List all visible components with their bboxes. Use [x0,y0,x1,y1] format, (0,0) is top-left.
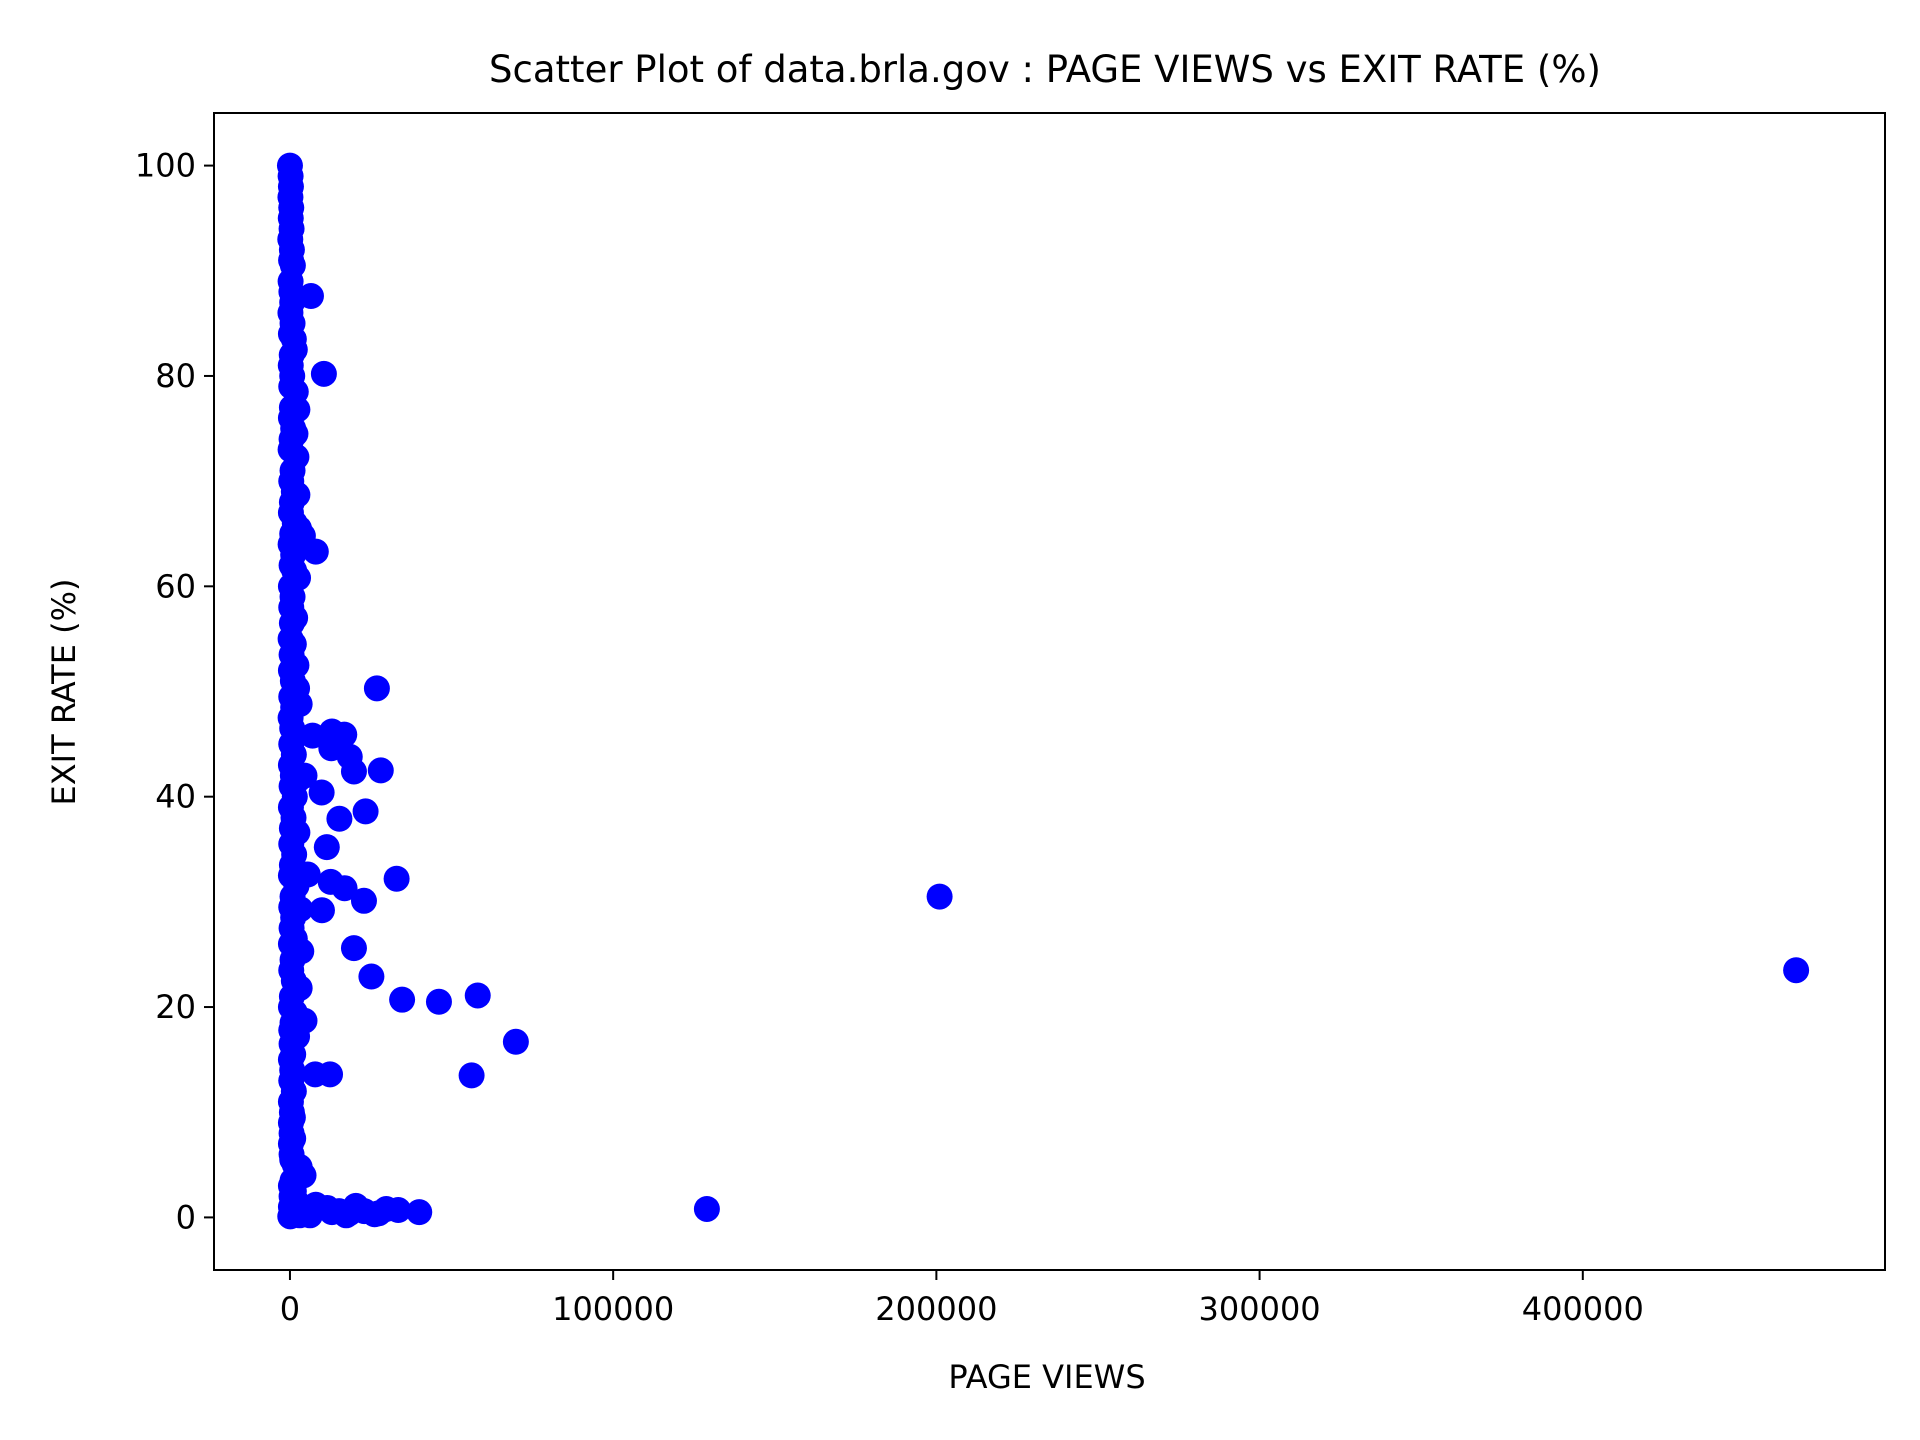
x-tick-label: 400000 [1522,1290,1644,1328]
x-tick-label: 100000 [552,1290,674,1328]
data-point [1783,957,1810,984]
data-point [313,834,340,861]
data-point [294,861,321,888]
x-tick-label: 300000 [1199,1290,1321,1328]
plot-frame [213,112,1886,1271]
data-point [425,988,452,1015]
data-point [317,1061,344,1088]
data-point [502,1028,529,1055]
data-point [352,798,379,825]
data-point [326,805,353,832]
data-point [333,1202,360,1229]
data-point [385,1197,412,1224]
data-point [383,865,410,892]
data-point [299,722,326,749]
data-point [340,935,367,962]
data-point [350,887,377,914]
data-point [367,757,394,784]
data-point [406,1199,433,1226]
data-point [464,982,491,1009]
x-axis-ticks: 0 100000 200000 300000 400000 [280,1270,1644,1328]
y-tick-label: 80 [155,357,196,395]
y-axis-ticks: 0 20 40 60 80 100 [135,147,214,1236]
y-tick-label: 60 [155,567,196,605]
x-axis-label: PAGE VIEWS [948,1358,1145,1396]
x-tick-label: 0 [280,1290,300,1328]
data-point [340,758,367,785]
y-tick-label: 100 [135,147,196,185]
x-tick-label: 200000 [875,1290,997,1328]
data-point [308,897,335,924]
y-tick-label: 20 [155,988,196,1026]
data-point [358,963,385,990]
data-point [361,1201,388,1228]
data-point [296,1202,323,1229]
data-point [297,283,324,310]
data-point [308,779,335,806]
data-point [926,883,953,910]
y-tick-label: 40 [155,778,196,816]
data-point [363,675,390,702]
y-tick-label: 0 [176,1198,196,1236]
data-point [458,1062,485,1089]
points-layer [276,152,1810,1230]
data-point [331,875,358,902]
data-point [302,538,329,565]
y-axis-label: EXIT RATE (%) [45,579,83,806]
chart-title: Scatter Plot of data.brla.gov : PAGE VIE… [489,48,1601,91]
data-point [693,1195,720,1222]
data-point [291,762,318,789]
data-point [310,360,337,387]
data-point [389,986,416,1013]
